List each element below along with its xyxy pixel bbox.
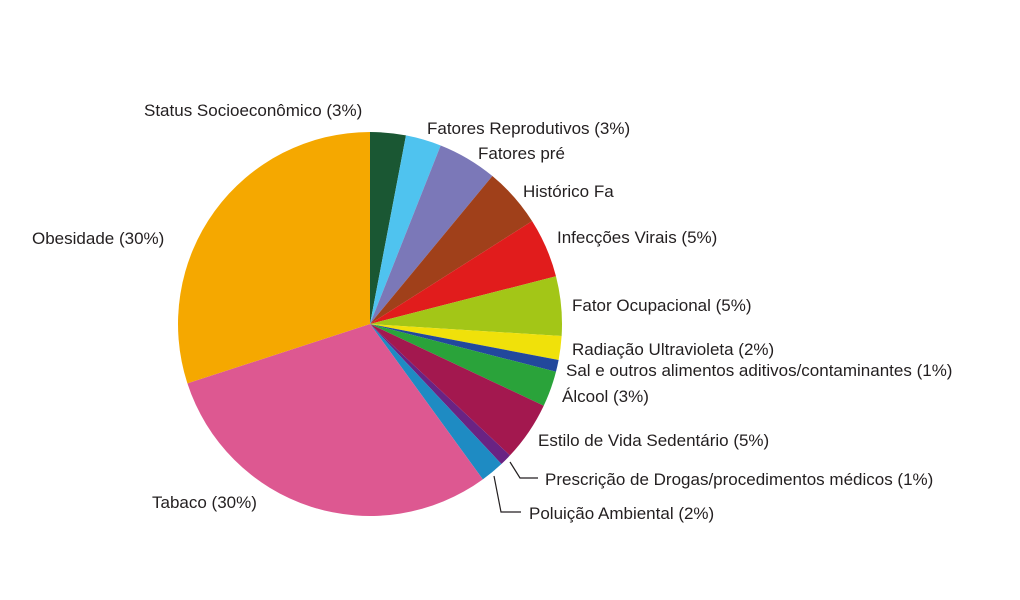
label-fatores-reprodutivos: Fatores Reprodutivos (3%) [427, 119, 630, 138]
leader-lines [493, 461, 538, 513]
label-alcool: Álcool (3%) [562, 387, 649, 406]
label-fatores-pre: Fatores pré [478, 144, 565, 163]
label-status-socioeconomico: Status Socioeconômico (3%) [144, 101, 362, 120]
label-estilo-de-vida-sedentario: Estilo de Vida Sedentário (5%) [538, 431, 769, 450]
pie-slice-2 [370, 145, 493, 324]
label-fator-ocupacional: Fator Ocupacional (5%) [572, 296, 752, 315]
pie-slice-6 [370, 324, 562, 360]
leader-line-prescricao [509, 461, 538, 479]
label-sal-aditivos: Sal e outros alimentos aditivos/contamin… [566, 361, 952, 380]
pie-slice-9 [370, 324, 544, 456]
pie-slice-12 [187, 324, 483, 516]
pie-slice-7 [370, 324, 559, 372]
label-radiacao-ultravioleta: Radiação Ultravioleta (2%) [572, 340, 774, 359]
label-historico-fa: Histórico Fa [523, 182, 614, 201]
pie-slice-1 [370, 135, 441, 324]
pie-slice-11 [370, 324, 502, 480]
label-tabaco: Tabaco (30%) [152, 493, 257, 512]
label-infeccoes-virais: Infecções Virais (5%) [557, 228, 717, 247]
pie-slice-5 [370, 276, 562, 337]
pie-slice-3 [370, 176, 533, 324]
pie-slice-13 [178, 132, 370, 384]
slice-labels: Status Socioeconômico (3%) Fatores Repro… [32, 101, 952, 523]
pie-slice-10 [370, 324, 510, 464]
leader-line-poluicao [493, 475, 521, 513]
label-prescricao-de-drogas: Prescrição de Drogas/procedimentos médic… [545, 470, 933, 489]
pie-slices [178, 132, 562, 516]
label-poluicao-ambiental: Poluição Ambiental (2%) [529, 504, 714, 523]
label-obesidade: Obesidade (30%) [32, 229, 164, 248]
pie-slice-8 [370, 324, 556, 406]
pie-slice-0 [370, 132, 406, 324]
pie-slice-4 [370, 221, 556, 324]
